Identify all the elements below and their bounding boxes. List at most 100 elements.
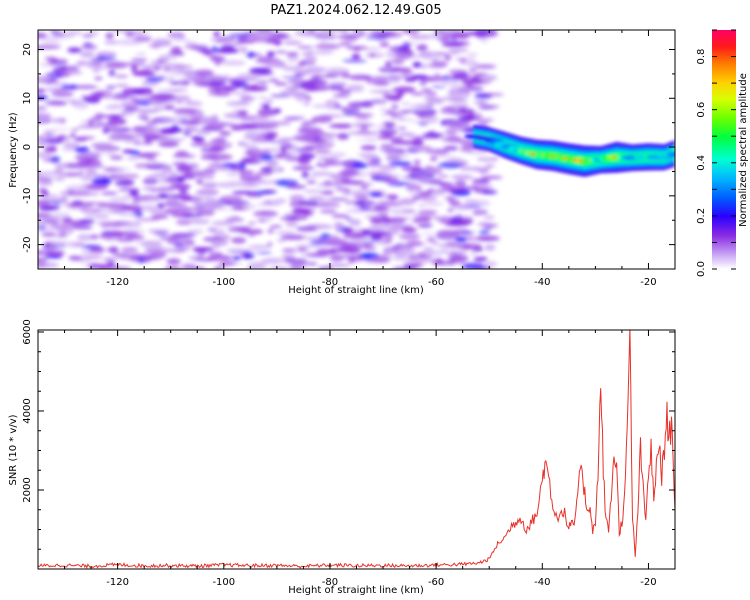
noise-blob (329, 152, 347, 158)
noise-blob (162, 202, 188, 207)
noise-blob (147, 229, 170, 233)
noise-blob (66, 31, 83, 35)
noise-blob (249, 150, 269, 154)
noise-blob (429, 166, 443, 172)
noise-blob (292, 250, 311, 253)
noise-blob (166, 258, 181, 265)
noise-blob (325, 99, 340, 105)
noise-blob (130, 64, 138, 72)
snr-frame (37, 329, 676, 570)
noise-blob (44, 146, 57, 153)
noise-blob (266, 51, 275, 57)
noise-blob (428, 236, 435, 241)
noise-blob (454, 180, 467, 188)
noise-blob (422, 133, 445, 138)
noise-blob (105, 238, 121, 241)
noise-blob (282, 41, 303, 45)
noise-blob (211, 114, 219, 121)
noise-blob (466, 52, 478, 57)
noise-blob (427, 188, 435, 193)
noise-blob (169, 74, 185, 78)
noise-blob (109, 155, 124, 161)
noise-blob (475, 118, 494, 123)
noise-blob (51, 90, 74, 98)
noise-blob (451, 102, 470, 108)
noise-blob (455, 129, 470, 132)
noise-blob (170, 46, 182, 53)
noise-blob (149, 252, 167, 258)
noise-blob (337, 34, 360, 39)
noise-blob (187, 101, 203, 107)
noise-blob (303, 189, 323, 193)
noise-blob (38, 216, 65, 222)
noise-blob (269, 225, 282, 228)
noise-blob (459, 166, 473, 171)
noise-blob (140, 240, 163, 245)
noise-blob (328, 198, 349, 201)
noise-blob (419, 35, 443, 39)
noise-blob (347, 256, 365, 262)
noise-blob (430, 156, 438, 162)
noise-blob (191, 135, 202, 141)
noise-blob (370, 31, 396, 37)
noise-blob (470, 199, 491, 207)
noise-blob (469, 252, 478, 255)
noise-blob (412, 214, 437, 218)
noise-blob (82, 191, 100, 196)
noise-blob (322, 162, 346, 166)
x-tick-label: -80 (322, 277, 338, 288)
noise-blob (344, 209, 370, 213)
noise-blob (416, 179, 442, 183)
noise-blob (79, 51, 95, 58)
noise-blob (401, 71, 415, 75)
noise-blob (409, 254, 428, 259)
noise-blob (388, 217, 406, 224)
noise-blob (181, 165, 200, 168)
noise-blob (92, 68, 101, 73)
noise-blob (221, 60, 246, 66)
noise-blob (356, 243, 366, 248)
noise-blob (331, 214, 349, 218)
noise-blob (39, 42, 64, 45)
noise-blob (231, 237, 247, 244)
noise-blob (378, 147, 403, 153)
noise-blob (200, 147, 213, 153)
noise-blob (156, 202, 165, 209)
noise-blob (263, 182, 271, 186)
noise-blob (330, 254, 344, 262)
noise-blob (182, 212, 203, 219)
noise-blob (44, 35, 69, 39)
x-tick-label: -120 (106, 577, 129, 588)
noise-blob (297, 247, 308, 251)
noise-blob (38, 263, 48, 268)
noise-blob (448, 69, 468, 75)
x-tick-label: -20 (640, 577, 656, 588)
colorbar-ticks: 0.0 0.2 0.4 0.6 0.8 (696, 29, 736, 277)
noise-blob (106, 85, 116, 89)
noise-blob (110, 230, 125, 238)
noise-blob (200, 174, 215, 180)
noise-blob (203, 75, 229, 81)
noise-blob (131, 200, 141, 205)
noise-blob (417, 209, 438, 215)
noise-blob (368, 192, 383, 197)
noise-blob (91, 142, 114, 148)
noise-blob (38, 140, 47, 148)
noise-blob (381, 177, 400, 184)
noise-blob (404, 186, 423, 191)
noise-blob (314, 34, 338, 39)
noise-blob (51, 201, 62, 205)
noise-blob (131, 58, 148, 61)
noise-blob (38, 32, 47, 39)
noise-blob (157, 140, 180, 147)
noise-blob (456, 48, 469, 51)
noise-blob (67, 189, 74, 195)
noise-blob (398, 233, 421, 240)
noise-blob (172, 162, 188, 166)
noise-blob (39, 207, 58, 211)
noise-blob (38, 136, 44, 141)
x-tick-label: -120 (106, 277, 129, 288)
noise-blob (165, 76, 175, 83)
noise-blob (397, 118, 415, 122)
